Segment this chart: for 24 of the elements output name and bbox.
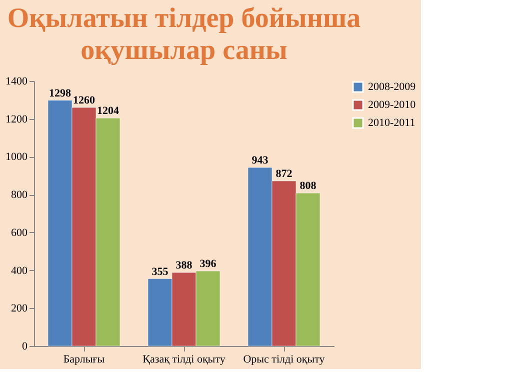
data-label: 388	[176, 260, 193, 272]
data-label: 1260	[73, 94, 96, 106]
legend-label: 2009-2010	[368, 99, 416, 111]
data-label: 872	[276, 168, 293, 180]
legend-label: 2008-2009	[368, 81, 416, 93]
y-tick-label: 200	[11, 302, 28, 315]
y-tick-label: 400	[11, 264, 28, 277]
x-tick-label: Барлығы	[63, 354, 106, 366]
chart-title: Оқылатын тілдер бойынша оқушылар саны	[7, 3, 361, 66]
y-tick-label: 800	[11, 189, 28, 202]
legend-label: 2010-2011	[368, 117, 416, 129]
data-label: 943	[252, 154, 269, 167]
data-label: 1298	[49, 87, 72, 100]
y-tick-label: 1200	[6, 113, 28, 126]
x-tick-label: Орыс тілді оқыту	[243, 354, 326, 366]
y-tick-label: 1000	[6, 151, 28, 164]
y-tick-label: 0	[22, 340, 28, 352]
data-label: 396	[200, 258, 217, 270]
y-tick-label: 600	[11, 226, 28, 239]
data-label: 355	[152, 266, 169, 278]
data-label: 808	[300, 180, 317, 192]
data-label: 1204	[97, 105, 120, 118]
x-tick-label: Қазақ тілді оқыту	[142, 354, 226, 366]
y-tick-label: 1400	[6, 76, 28, 88]
